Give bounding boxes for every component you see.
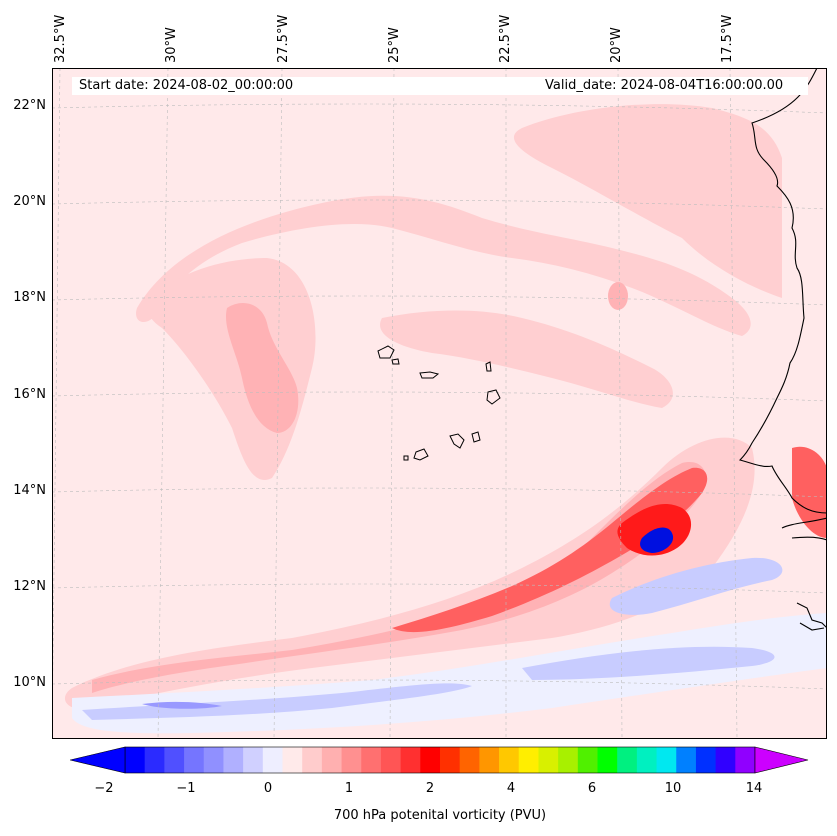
pv-contour-mid-blue-east-band bbox=[522, 646, 775, 680]
colorbar-segment bbox=[636, 747, 658, 773]
colorbar-segment bbox=[538, 747, 559, 773]
colorbar-segment bbox=[558, 747, 579, 773]
pv-contour-mid-blue-filament-east bbox=[609, 557, 783, 615]
colorbar-segment bbox=[262, 747, 283, 773]
colorbar-segment bbox=[302, 747, 323, 773]
lon-label-25w: 25°W bbox=[387, 27, 402, 63]
valid-date-label: Valid_date: 2024-08-04T16:00:00.00 bbox=[545, 78, 784, 93]
colorbar-segment bbox=[144, 747, 165, 773]
colorbar-segment bbox=[223, 747, 244, 773]
pv-contour-red-coast bbox=[792, 446, 827, 538]
colorbar-segment bbox=[341, 747, 362, 773]
colorbar-segment bbox=[597, 747, 618, 773]
pv-contour-mid-red-west-core bbox=[225, 303, 299, 433]
colorbar-segment bbox=[617, 747, 638, 773]
pv-contour-mid-blue-band bbox=[82, 683, 472, 720]
cape-verde-islands bbox=[377, 345, 501, 461]
cb-tick-1: 1 bbox=[344, 781, 354, 796]
start-date-label: Start date: 2024-08-02_00:00:00 bbox=[79, 78, 294, 93]
lat-label-10n: 10°N bbox=[13, 675, 46, 690]
header-box bbox=[72, 77, 808, 95]
colorbar-extend-low bbox=[70, 746, 126, 774]
cb-tick-m1: −1 bbox=[176, 781, 196, 796]
pv-contour-strong-blue-band bbox=[142, 701, 222, 709]
pv-contour-mid-red-south-band bbox=[92, 462, 706, 693]
colorbar-segment bbox=[243, 747, 264, 773]
colorbar-segment bbox=[361, 747, 382, 773]
colorbar-segment bbox=[715, 747, 736, 773]
colorbar-title: 700 hPa potenital vorticity (PVU) bbox=[333, 808, 547, 823]
lon-label-30w: 30°W bbox=[164, 27, 179, 63]
colorbar-segment bbox=[400, 747, 421, 773]
lon-label-32-5w: 32.5°W bbox=[53, 14, 68, 63]
colorbar-segment bbox=[321, 747, 343, 773]
cb-tick-4: 4 bbox=[506, 781, 516, 796]
pv-contour-light-red-north-band bbox=[136, 195, 751, 336]
lat-label-14n: 14°N bbox=[13, 483, 46, 498]
colorbar-segment bbox=[380, 747, 402, 773]
colorbar-segment bbox=[735, 747, 756, 773]
colorbar-segment bbox=[499, 747, 520, 773]
map-panel[interactable] bbox=[52, 68, 827, 739]
colorbar-extend-high bbox=[754, 746, 809, 774]
lat-label-22n: 22°N bbox=[13, 98, 46, 113]
cb-tick-0: 0 bbox=[263, 781, 273, 796]
cb-tick-10: 10 bbox=[664, 781, 682, 796]
lon-label-27-5w: 27.5°W bbox=[276, 14, 291, 63]
colorbar-segment bbox=[518, 747, 539, 773]
pv-contour-light-red-center-band bbox=[380, 310, 673, 408]
pv-contour-light-red-ne bbox=[513, 104, 782, 298]
west-africa-coastline bbox=[738, 68, 827, 631]
pv-contour-strong-red-band bbox=[392, 467, 708, 633]
colorbar-segment bbox=[440, 747, 461, 773]
lat-label-12n: 12°N bbox=[13, 579, 46, 594]
pv-contour-min-blue-core bbox=[640, 527, 674, 553]
colorbar-segment bbox=[164, 747, 185, 773]
map-frame bbox=[52, 68, 827, 739]
lat-label-16n: 16°N bbox=[13, 387, 46, 402]
colorbar-segment bbox=[184, 747, 205, 773]
pv-contour-mid-red-small bbox=[608, 282, 628, 310]
pv-map bbox=[52, 68, 827, 739]
gridlines bbox=[52, 68, 827, 739]
colorbar-segments bbox=[124, 746, 756, 774]
colorbar-segment bbox=[656, 747, 677, 773]
lat-label-20n: 20°N bbox=[13, 194, 46, 209]
cb-tick-2: 2 bbox=[425, 781, 435, 796]
lon-label-20w: 20°W bbox=[609, 27, 624, 63]
colorbar-segment bbox=[479, 747, 500, 773]
cb-tick-6: 6 bbox=[587, 781, 597, 796]
colorbar-segment bbox=[676, 747, 697, 773]
colorbar-segment bbox=[282, 747, 303, 773]
colorbar-segment bbox=[695, 747, 717, 773]
lat-label-18n: 18°N bbox=[13, 290, 46, 305]
colorbar-segment bbox=[459, 747, 480, 773]
cb-tick-14: 14 bbox=[745, 781, 763, 796]
colorbar-segment bbox=[125, 747, 146, 773]
lon-label-22-5w: 22.5°W bbox=[498, 14, 513, 63]
lon-label-17-5w: 17.5°W bbox=[720, 14, 735, 63]
colorbar-segment bbox=[203, 747, 224, 773]
colorbar-segment bbox=[577, 747, 598, 773]
cb-tick-m2: −2 bbox=[94, 781, 114, 796]
colorbar bbox=[70, 746, 809, 774]
colorbar-segment bbox=[420, 747, 441, 773]
